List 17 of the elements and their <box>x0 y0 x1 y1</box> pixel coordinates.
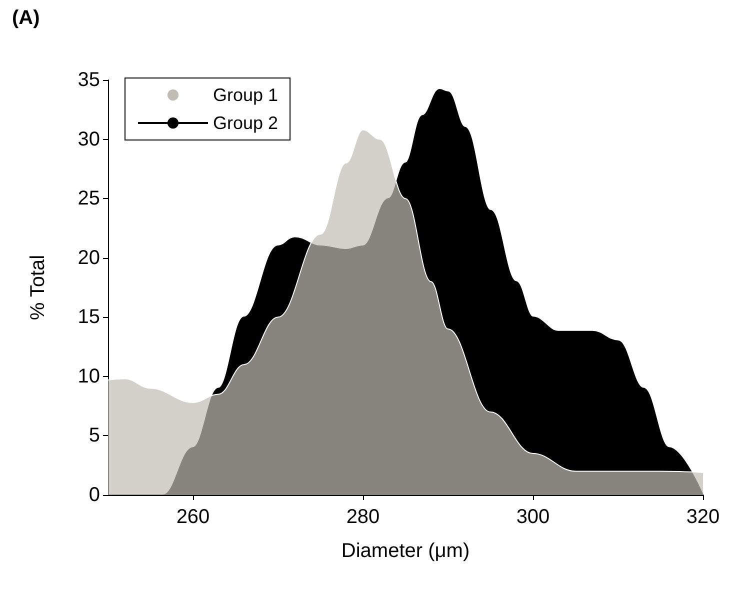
y-tick-label: 25 <box>78 188 100 210</box>
x-axis-title: Diameter (μm) <box>341 540 470 562</box>
y-tick-label: 15 <box>78 306 100 328</box>
legend-label: Group 1 <box>213 85 278 105</box>
x-tick-label: 280 <box>346 506 380 528</box>
y-tick-label: 30 <box>78 128 100 150</box>
y-tick-label: 0 <box>88 484 100 506</box>
y-axis-title: % Total <box>27 254 49 320</box>
legend-label: Group 2 <box>213 113 278 133</box>
text: (A) <box>12 7 40 29</box>
y-tick-label: 20 <box>78 246 100 269</box>
x-tick-label: 300 <box>516 506 550 528</box>
y-tick-label: 10 <box>78 365 100 388</box>
x-tick-label: 320 <box>686 506 720 528</box>
y-tick-label: 35 <box>78 69 100 91</box>
x-tick-label: 260 <box>176 506 210 528</box>
y-tick-label: 5 <box>88 424 100 447</box>
